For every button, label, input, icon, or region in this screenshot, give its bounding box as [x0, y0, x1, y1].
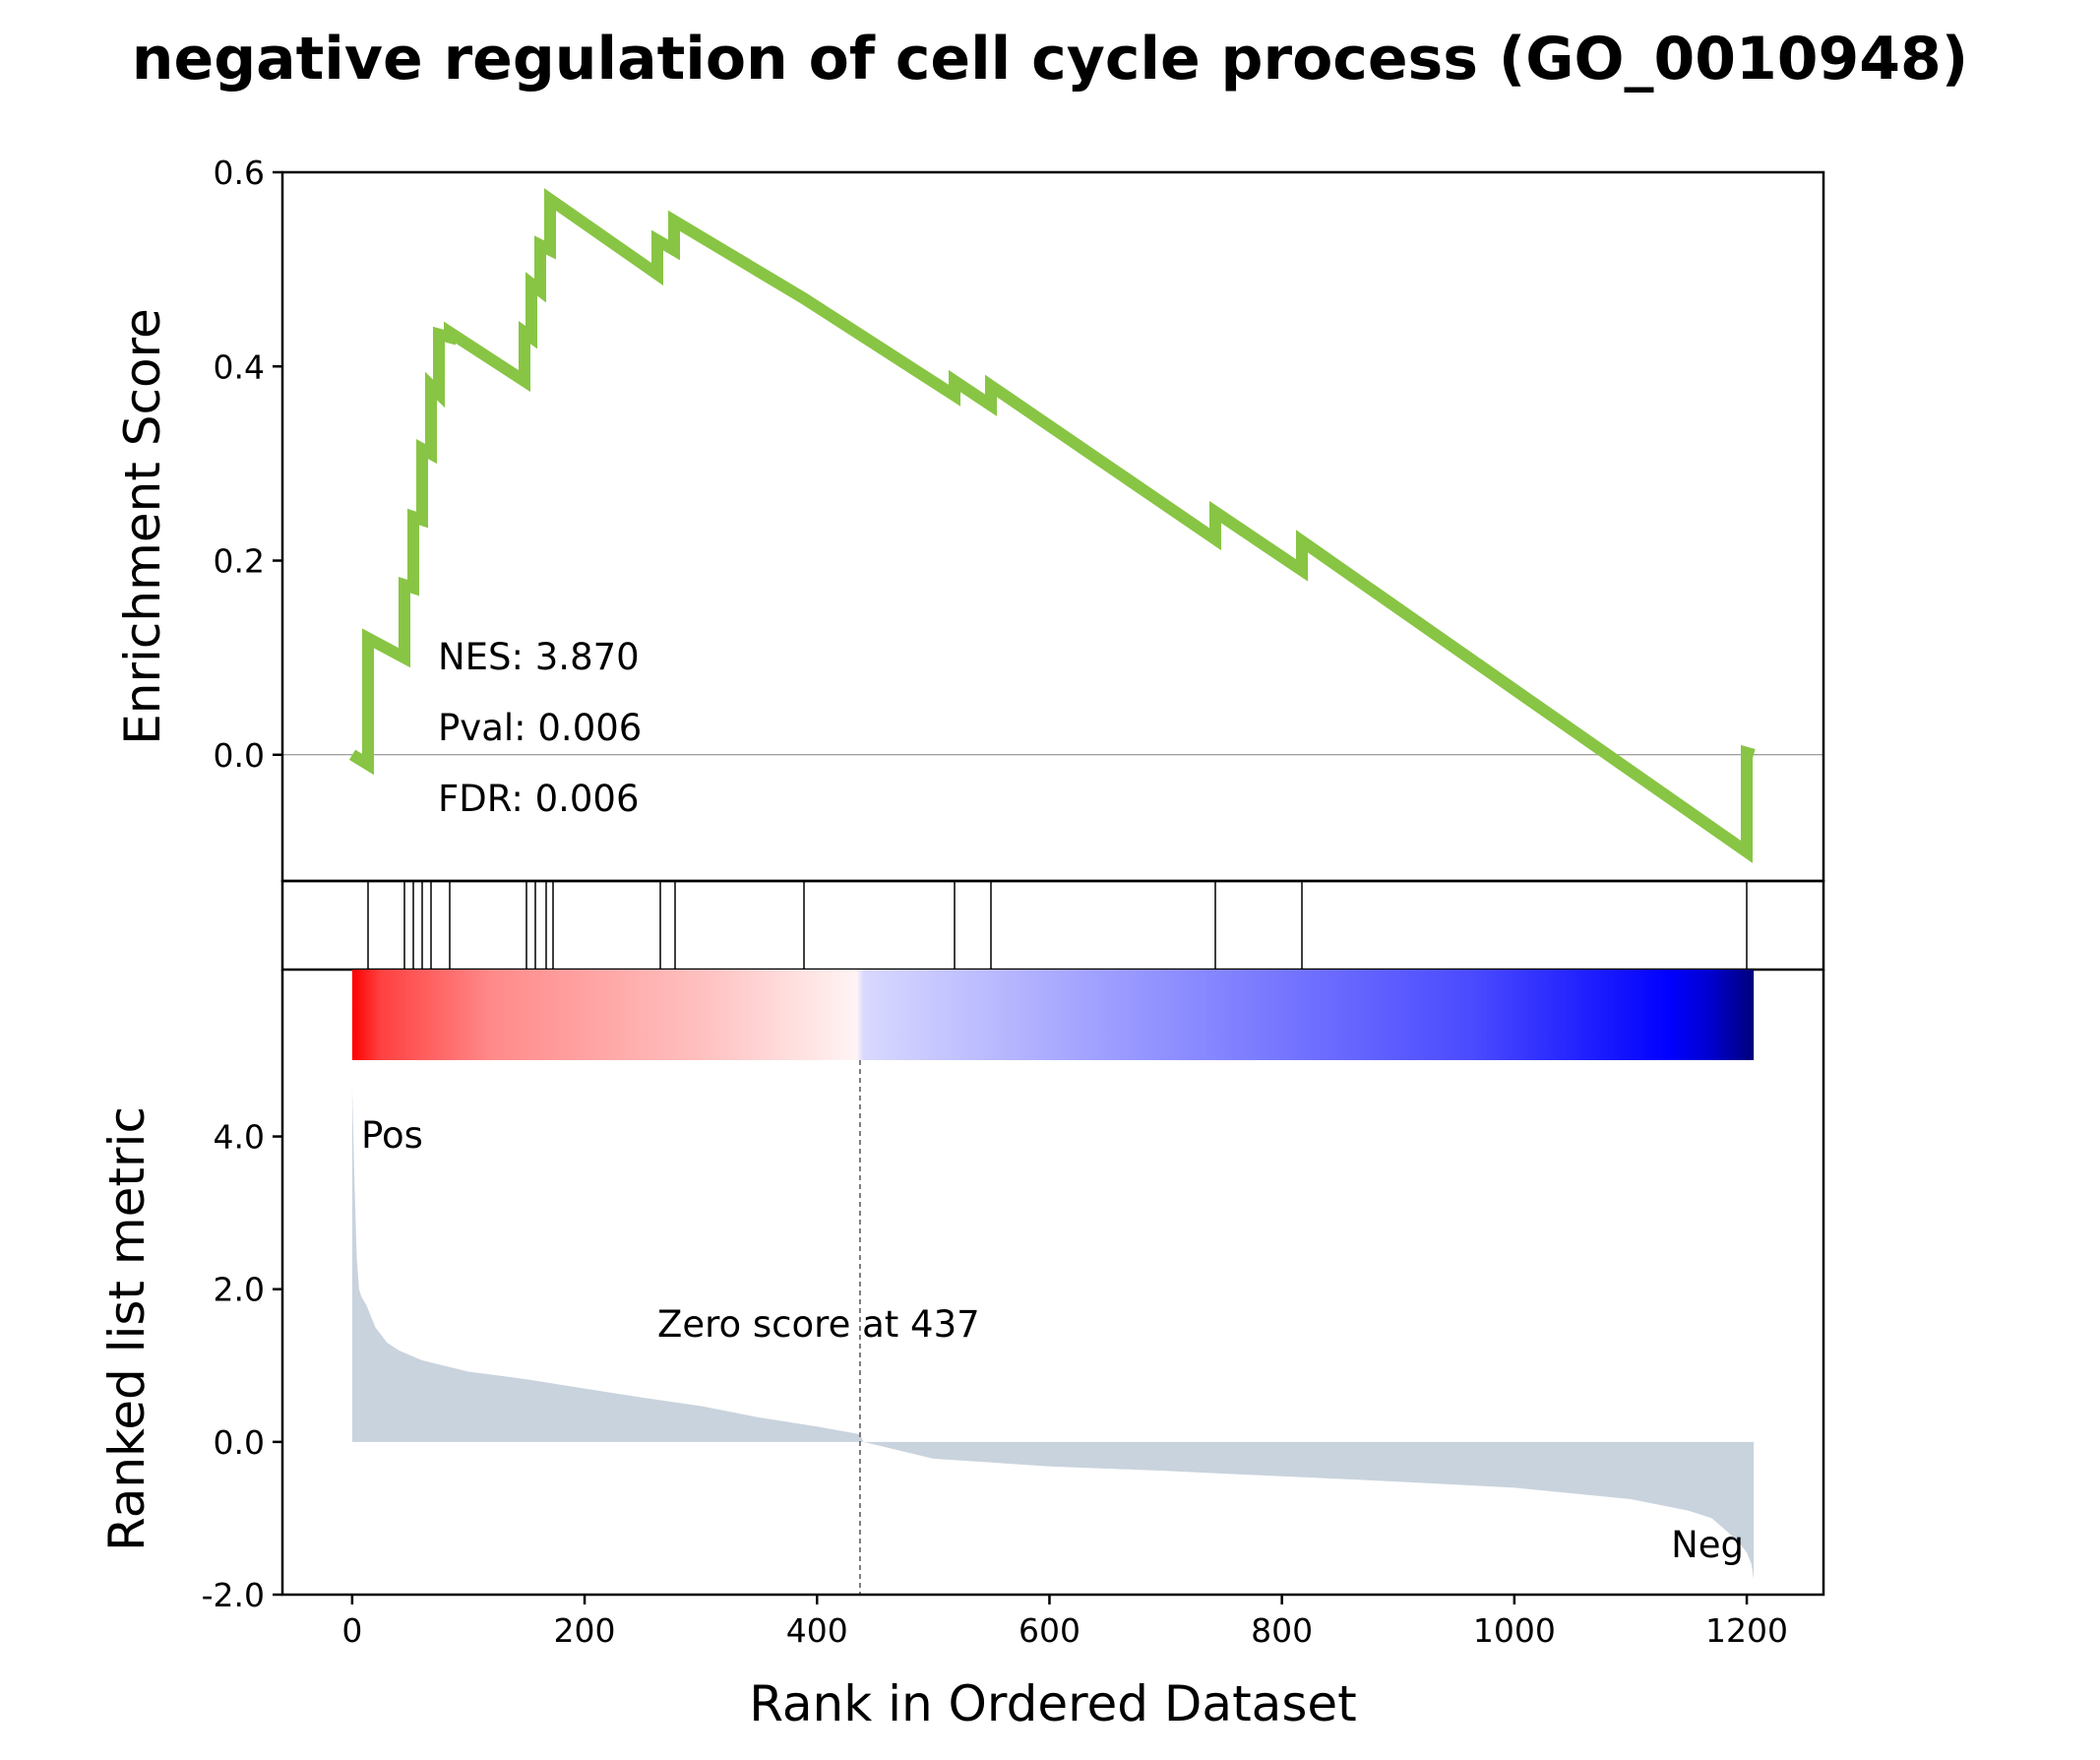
rm-y-tick-label: -2.0 — [202, 1576, 265, 1614]
es-y-tick-label: 0.2 — [214, 542, 265, 581]
x-tick-label: 200 — [554, 1611, 616, 1650]
hit-lines — [367, 881, 1748, 970]
ranked-metric-axis-title: Ranked list metric — [98, 1106, 155, 1551]
x-tick-label: 1000 — [1473, 1611, 1556, 1650]
x-tick-label: 1200 — [1705, 1611, 1788, 1650]
x-axis-title: Rank in Ordered Dataset — [749, 1675, 1356, 1732]
x-tick-label: 800 — [1251, 1611, 1313, 1650]
x-tick-label: 400 — [786, 1611, 848, 1650]
x-tick-label: 0 — [341, 1611, 362, 1650]
pval-label: Pval: 0.006 — [438, 707, 642, 749]
neg-label: Neg — [1671, 1524, 1744, 1566]
es-y-tick-label: 0.4 — [214, 347, 265, 386]
enrichment-panel-frame — [280, 170, 1825, 883]
chart-title: negative regulation of cell cycle proces… — [132, 25, 1968, 94]
es-y-tick-label: 0.0 — [214, 736, 265, 775]
enrichment-panel: NES: 3.870 Pval: 0.006 FDR: 0.006 0.0 0.2… — [114, 154, 1825, 883]
ranked-colorbar — [351, 970, 1755, 1060]
rm-y-ticks: -2.0 0.0 2.0 4.0 — [202, 1118, 282, 1614]
hits-panel-frame — [280, 879, 1825, 972]
rm-y-tick-label: 0.0 — [214, 1423, 265, 1462]
rm-y-tick-label: 2.0 — [214, 1271, 265, 1309]
rm-y-tick-label: 4.0 — [214, 1118, 265, 1157]
hits-panel — [280, 879, 1825, 972]
es-y-ticks: 0.0 0.2 0.4 0.6 — [214, 154, 282, 775]
x-axis-ticks: 0 200 400 600 800 1000 1200 — [341, 1595, 1788, 1650]
x-tick-label: 600 — [1019, 1611, 1081, 1650]
es-y-tick-label: 0.6 — [214, 154, 265, 192]
nes-label: NES: 3.870 — [438, 636, 640, 678]
ranked-metric-panel: Zero score at 437 Pos Neg -2.00.02.04.0 … — [98, 1060, 1825, 1614]
ranked-metric-frame — [280, 1060, 1825, 1597]
zero-score-label: Zero score at 437 — [657, 1303, 980, 1346]
colorbar-panel — [280, 970, 1825, 1060]
enrichment-score-line — [348, 188, 1756, 863]
ranked-metric-area — [351, 1087, 1755, 1580]
fdr-label: FDR: 0.006 — [438, 778, 640, 820]
enrichment-score-axis-title: Enrichment Score — [114, 308, 171, 745]
pos-label: Pos — [361, 1114, 423, 1157]
